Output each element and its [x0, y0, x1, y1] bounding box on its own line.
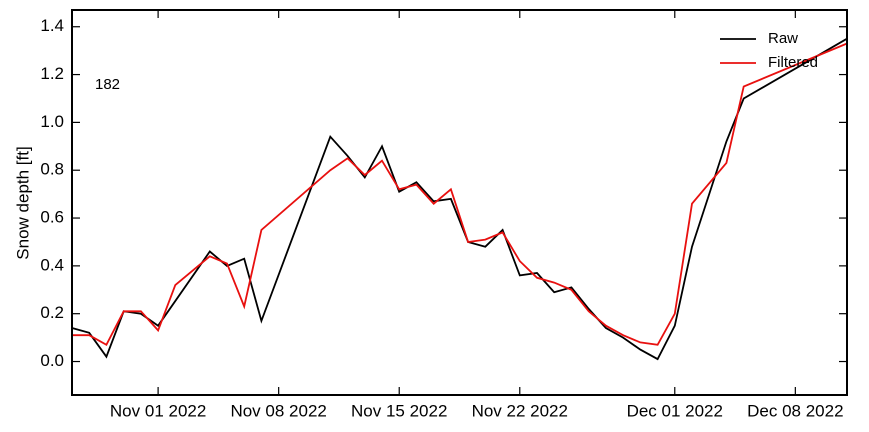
- x-tick-label: Nov 01 2022: [110, 401, 206, 420]
- y-tick-label: 1.2: [40, 64, 64, 83]
- y-axis-label: Snow depth [ft]: [13, 146, 32, 259]
- x-tick-label: Nov 15 2022: [351, 401, 447, 420]
- x-tick-label: Dec 08 2022: [747, 401, 843, 420]
- y-tick-label: 0.4: [40, 255, 64, 274]
- y-tick-label: 1.0: [40, 112, 64, 131]
- y-tick-label: 1.4: [40, 16, 64, 35]
- data-line: [71, 37, 848, 361]
- y-tick-label: 0.2: [40, 303, 64, 322]
- x-tick-label: Dec 01 2022: [627, 401, 723, 420]
- y-tick-label: 0.8: [40, 160, 64, 179]
- legend-label: Filtered: [768, 54, 818, 71]
- y-tick-label: 0.6: [40, 208, 64, 227]
- plot-frame: [71, 9, 848, 396]
- x-tick-label: Nov 08 2022: [230, 401, 326, 420]
- legend-label: Raw: [768, 30, 798, 47]
- data-line: [72, 42, 848, 347]
- x-tick-label: Nov 22 2022: [472, 401, 568, 420]
- y-tick-label: 0.0: [40, 351, 64, 370]
- annotation: 182: [95, 76, 120, 93]
